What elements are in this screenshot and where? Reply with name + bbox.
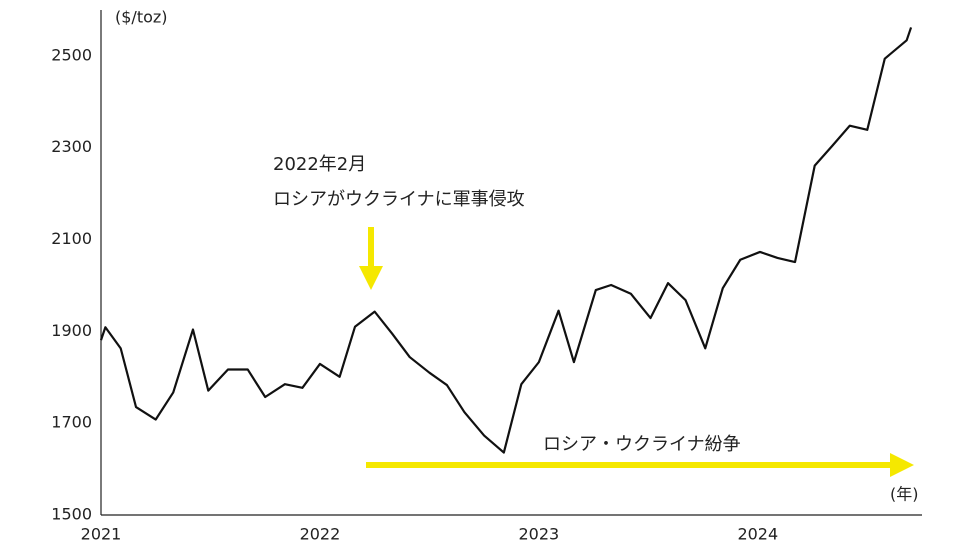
y-tick-label: 1900 (51, 321, 92, 340)
y-axis-label: ($/toz) (115, 8, 168, 27)
annotation: ロシア・ウクライナ紛争 (543, 434, 741, 455)
price-line (99, 27, 913, 454)
y-tick-label: 1700 (51, 413, 92, 432)
x-tick-label: 2022 (300, 525, 341, 544)
y-tick-label: 2500 (51, 45, 92, 64)
annotation: 2022年2月 (273, 154, 366, 175)
annotation: ロシアがウクライナに軍事侵攻 (273, 189, 525, 210)
x-tick-label: 2024 (737, 525, 778, 544)
y-tick-label: 1500 (51, 505, 92, 524)
x-tick-label: 2021 (81, 525, 122, 544)
x-tick-label: 2023 (519, 525, 560, 544)
x-axis-label: (年) (890, 485, 919, 504)
y-tick-label: 2300 (51, 137, 92, 156)
y-tick-label: 2100 (51, 229, 92, 248)
